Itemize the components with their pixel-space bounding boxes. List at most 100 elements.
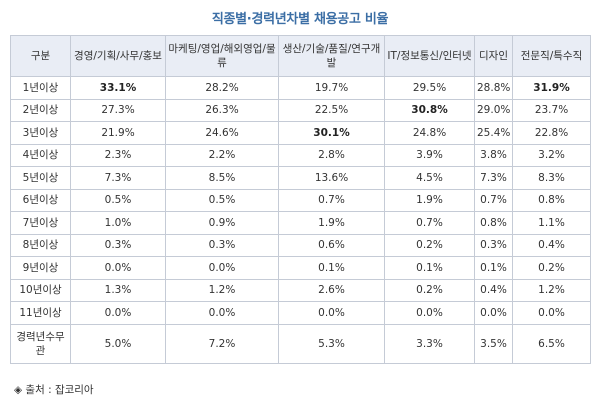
table-cell: 0.3% <box>474 233 513 257</box>
table-cell: 24.8% <box>384 121 475 145</box>
table-cell: 24.6% <box>165 121 279 145</box>
table-cell: 0.1% <box>278 256 385 280</box>
table-cell: 0.0% <box>512 301 591 325</box>
table-cell: 0.1% <box>474 256 513 280</box>
table-cell: 0.2% <box>384 233 475 257</box>
table-row: 4년이상 2.3% 2.2% 2.8% 3.9% 3.8% 3.2% <box>10 143 591 167</box>
table-row: 8년이상 0.3% 0.3% 0.6% 0.2% 0.3% 0.4% <box>10 233 591 257</box>
table-cell: 0.5% <box>165 188 279 212</box>
table-cell: 0.1% <box>384 256 475 280</box>
table-cell: 8.5% <box>165 166 279 190</box>
header-design: 디자인 <box>474 35 513 77</box>
table-cell: 28.2% <box>165 76 279 100</box>
table-cell: 29.0% <box>474 98 513 122</box>
table-cell: 27.3% <box>70 98 166 122</box>
table-row: 6년이상 0.5% 0.5% 0.7% 1.9% 0.7% 0.8% <box>10 188 591 212</box>
row-label: 10년이상 <box>10 278 71 302</box>
table-cell: 2.3% <box>70 143 166 167</box>
table-cell: 0.3% <box>70 233 166 257</box>
table-cell: 1.2% <box>512 278 591 302</box>
table-cell: 0.5% <box>70 188 166 212</box>
row-label: 1년이상 <box>10 76 71 100</box>
table-cell: 1.1% <box>512 211 591 235</box>
table-body: 1년이상 33.1% 28.2% 19.7% 29.5% 28.8% 31.9% 2년이상 27… <box>10 76 591 364</box>
table-cell: 0.0% <box>70 256 166 280</box>
table-cell: 31.9% <box>512 76 591 100</box>
table-cell: 0.3% <box>165 233 279 257</box>
table-cell: 5.3% <box>278 323 385 364</box>
recruitment-ratio-table: 구분 경영/기획/사무/홍보 마케팅/영업/해외영업/물류 생산/기술/품질/연… <box>10 35 591 364</box>
table-row: 경력년수무관 5.0% 7.2% 5.3% 3.3% 3.5% 6.5% <box>10 323 591 364</box>
table-cell: 23.7% <box>512 98 591 122</box>
table-cell: 3.3% <box>384 323 475 364</box>
row-label: 11년이상 <box>10 301 71 325</box>
table-row: 10년이상 1.3% 1.2% 2.6% 0.2% 0.4% 1.2% <box>10 278 591 302</box>
table-cell: 6.5% <box>512 323 591 364</box>
table-cell: 7.3% <box>70 166 166 190</box>
table-cell: 7.3% <box>474 166 513 190</box>
table-cell: 1.9% <box>384 188 475 212</box>
table-cell: 0.8% <box>512 188 591 212</box>
table-cell: 0.2% <box>512 256 591 280</box>
table-cell: 3.2% <box>512 143 591 167</box>
row-label: 3년이상 <box>10 121 71 145</box>
table-cell: 0.0% <box>474 301 513 325</box>
table-cell: 0.6% <box>278 233 385 257</box>
table-cell: 2.6% <box>278 278 385 302</box>
table-cell: 0.7% <box>278 188 385 212</box>
table-cell: 1.3% <box>70 278 166 302</box>
header-marketing: 마케팅/영업/해외영업/물류 <box>165 35 279 77</box>
table-cell: 5.0% <box>70 323 166 364</box>
row-label: 5년이상 <box>10 166 71 190</box>
table-row: 3년이상 21.9% 24.6% 30.1% 24.8% 25.4% 22.8% <box>10 121 591 145</box>
table-cell: 8.3% <box>512 166 591 190</box>
table-cell: 0.4% <box>512 233 591 257</box>
row-label: 4년이상 <box>10 143 71 167</box>
row-label: 경력년수무관 <box>10 323 71 364</box>
row-label: 7년이상 <box>10 211 71 235</box>
table-cell: 30.1% <box>278 121 385 145</box>
table-cell: 0.0% <box>165 301 279 325</box>
table-cell: 1.0% <box>70 211 166 235</box>
table-row: 2년이상 27.3% 26.3% 22.5% 30.8% 29.0% 23.7% <box>10 98 591 122</box>
table-cell: 0.0% <box>278 301 385 325</box>
table-cell: 3.8% <box>474 143 513 167</box>
table-cell: 2.2% <box>165 143 279 167</box>
table-cell: 19.7% <box>278 76 385 100</box>
table-cell: 0.9% <box>165 211 279 235</box>
table-cell: 33.1% <box>70 76 166 100</box>
table-cell: 1.2% <box>165 278 279 302</box>
table-cell: 29.5% <box>384 76 475 100</box>
table-cell: 0.0% <box>384 301 475 325</box>
table-title: 직종별·경력년차별 채용공고 비율 <box>211 12 389 27</box>
table-cell: 4.5% <box>384 166 475 190</box>
source-note: ◈ 출처 : 잡코리아 <box>14 384 94 396</box>
table-cell: 0.8% <box>474 211 513 235</box>
table-cell: 1.9% <box>278 211 385 235</box>
table-row: 7년이상 1.0% 0.9% 1.9% 0.7% 0.8% 1.1% <box>10 211 591 235</box>
table-cell: 3.5% <box>474 323 513 364</box>
header-row: 구분 경영/기획/사무/홍보 마케팅/영업/해외영업/물류 생산/기술/품질/연… <box>10 35 591 77</box>
row-label: 9년이상 <box>10 256 71 280</box>
table-cell: 22.8% <box>512 121 591 145</box>
header-it: IT/정보통신/인터넷 <box>384 35 475 77</box>
row-label: 6년이상 <box>10 188 71 212</box>
table-cell: 30.8% <box>384 98 475 122</box>
table-row: 11년이상 0.0% 0.0% 0.0% 0.0% 0.0% 0.0% <box>10 301 591 325</box>
header-production: 생산/기술/품질/연구개발 <box>278 35 385 77</box>
table-cell: 2.8% <box>278 143 385 167</box>
row-label: 8년이상 <box>10 233 71 257</box>
table-cell: 0.0% <box>165 256 279 280</box>
table-cell: 26.3% <box>165 98 279 122</box>
table-cell: 22.5% <box>278 98 385 122</box>
table-cell: 0.7% <box>384 211 475 235</box>
header-specialist: 전문직/특수직 <box>512 35 591 77</box>
table-cell: 0.0% <box>70 301 166 325</box>
table-cell: 7.2% <box>165 323 279 364</box>
table-cell: 13.6% <box>278 166 385 190</box>
table-cell: 25.4% <box>474 121 513 145</box>
table-cell: 0.7% <box>474 188 513 212</box>
table-row: 9년이상 0.0% 0.0% 0.1% 0.1% 0.1% 0.2% <box>10 256 591 280</box>
row-label: 2년이상 <box>10 98 71 122</box>
table-cell: 0.4% <box>474 278 513 302</box>
